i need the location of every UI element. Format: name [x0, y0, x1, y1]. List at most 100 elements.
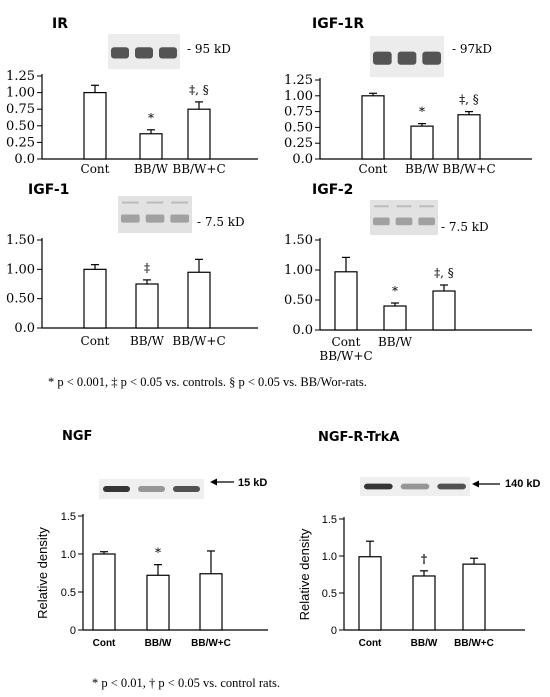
category-label: BB/W+C: [172, 162, 225, 176]
y-tick-label: 0.50: [6, 119, 35, 134]
y-tick-label: 1.5: [322, 514, 337, 526]
y-tick-label: 0.5: [61, 587, 76, 599]
bar: [358, 556, 382, 631]
y-tick-label: 0.50: [284, 293, 313, 308]
significance-marker: *: [155, 546, 161, 560]
category-label: Cont: [359, 162, 388, 176]
blot-band: [121, 214, 140, 223]
bar: [83, 268, 107, 329]
blot-band: [397, 51, 417, 65]
western-blot-5: [360, 477, 470, 496]
blot-mw-label: - 97kD: [452, 42, 492, 56]
y-tick-label: 0: [331, 625, 337, 637]
blot-lane-mark: [396, 205, 412, 208]
blot-band: [395, 217, 413, 226]
y-tick-label: 0.0: [292, 323, 313, 338]
category-label: BB/W+C: [172, 334, 225, 348]
category-label: BB/W: [405, 162, 440, 176]
blot-lane-mark: [146, 201, 164, 204]
footnote-top: * p < 0.001, ‡ p < 0.05 vs. controls. § …: [48, 375, 367, 389]
category-label: BB/W: [130, 334, 165, 348]
blot-lane-mark: [122, 201, 139, 204]
blot-band: [138, 486, 165, 492]
bar: [457, 114, 481, 160]
chart-title: IGF-1R: [312, 16, 364, 32]
category-label: BB/W: [411, 638, 438, 649]
y-tick-label: 1.0: [61, 549, 76, 561]
significance-marker: *: [148, 111, 154, 125]
significance-marker: ‡, §: [434, 266, 454, 280]
western-blot-1: [370, 36, 444, 77]
arrow-head-icon: [472, 480, 479, 488]
blot-background: [99, 479, 204, 499]
bar: [432, 290, 456, 331]
chart-panel-0: IR - 95 kD 0.0 0.250.50 0.751.00 1.25 Cont * BB/…: [6, 16, 258, 176]
chart-panel-5: NGF-R-TrkA 140 kD 0 0.5 1.0 1.5 Relative densi…: [297, 430, 541, 649]
y-tick-label: 1.25: [284, 73, 313, 88]
category-label: Cont: [81, 162, 110, 176]
blot-band: [437, 483, 466, 490]
bar: [187, 108, 211, 160]
blot-band: [400, 483, 430, 490]
y-tick-label: 1.5: [61, 511, 76, 523]
bar: [462, 563, 486, 631]
y-tick-label: 0.0: [14, 321, 35, 336]
y-tick-label: 0.50: [6, 292, 35, 307]
category-label: BB/W+C: [442, 162, 495, 176]
y-tick-label: 0.25: [284, 136, 313, 151]
chart-panel-1: IGF-1R - 97kD 0.00.250.500.751.001.25 Cont *…: [284, 16, 532, 176]
significance-marker: ‡, §: [459, 93, 479, 107]
chart-panel-4: NGF 15 kD 0 0.5 1.0 1.5 Relative density Cont * B…: [35, 429, 268, 649]
bar: [199, 573, 223, 631]
significance-marker: ‡, §: [189, 83, 209, 97]
bar: [146, 574, 170, 631]
blot-band: [418, 217, 435, 226]
significance-marker: †: [421, 552, 427, 566]
y-tick-label: 0.75: [6, 102, 35, 117]
y-tick-label: 0.25: [6, 135, 35, 150]
blot-lane-mark: [374, 205, 389, 208]
footnote-bottom: * p < 0.01, † p < 0.05 vs. control rats.: [92, 676, 281, 690]
bar: [383, 305, 407, 331]
bar: [92, 553, 116, 631]
y-tick-label: 1.00: [6, 86, 35, 101]
blot-band: [373, 51, 392, 65]
bar: [361, 95, 385, 160]
y-tick-label: 0.5: [322, 588, 337, 600]
y-tick-label: 1.00: [6, 262, 35, 277]
blot-lane-mark: [419, 205, 434, 208]
category-label: Cont: [359, 638, 382, 649]
chart-title: IGF-1: [28, 182, 69, 198]
chart-title: IGF-2: [312, 182, 353, 198]
blot-mw-label: - 95 kD: [187, 42, 231, 56]
y-axis-label: Relative density: [297, 528, 312, 620]
blot-band: [145, 214, 165, 223]
y-axis-label: Relative density: [35, 527, 50, 619]
chart-title: NGF-R-TrkA: [318, 430, 399, 445]
y-tick-label: 0.50: [284, 120, 313, 135]
blot-band: [159, 47, 177, 59]
western-blot-3: [370, 200, 438, 235]
category-label: BB/W: [378, 335, 413, 349]
y-tick-label: 0: [70, 625, 76, 637]
y-tick-label: 1.00: [284, 89, 313, 104]
category-label: BB/W+C: [191, 638, 231, 649]
blot-background: [360, 477, 470, 496]
category-label: Cont: [332, 335, 361, 349]
blot-band: [135, 47, 153, 59]
blot-band: [170, 214, 189, 223]
y-tick-label: 1.00: [284, 263, 313, 278]
bar: [410, 125, 434, 160]
category-label: Cont: [81, 334, 110, 348]
chart-panel-2: IGF-1 - 7.5 kD 0.0 0.50 1.00 1.50 Cont ‡ BB/W BB/…: [6, 182, 258, 348]
blot-lane-mark: [171, 201, 188, 204]
category-label: BB/W+C: [454, 638, 494, 649]
western-blot-0: [108, 34, 180, 69]
bar: [135, 283, 159, 329]
y-tick-label: 0.0: [292, 152, 313, 167]
arrow-head-icon: [210, 478, 217, 486]
bar: [412, 575, 436, 631]
western-blot-2: [118, 196, 192, 233]
western-blot-4: [99, 479, 204, 499]
